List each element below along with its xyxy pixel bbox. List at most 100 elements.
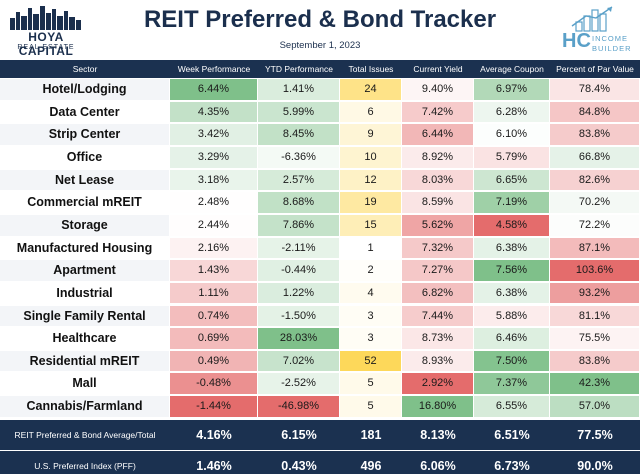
cell-sector: Manufactured Housing [0,237,170,259]
cell-average-coupon: 6.38% [474,282,550,304]
cell-current-yield: 16.80% [402,396,474,417]
cell-average-coupon: 6.55% [474,396,550,417]
cell-ytd-performance: 7.86% [258,214,340,236]
footer-row: U.S. Preferred Index (PFF) 1.46% 0.43% 496 6… [0,450,640,474]
cell-percent-of-par: 78.4% [550,79,640,100]
cell-ytd-performance: 1.22% [258,282,340,304]
footer-cell-sector: U.S. Preferred Index (PFF) [34,460,136,471]
cell-percent-of-par: 81.1% [550,305,640,327]
cell-week-performance: 3.29% [170,146,258,168]
footer-cell-total-issues: 496 [360,458,382,473]
cell-percent-of-par: 103.6% [550,260,640,281]
column-header-sector: Sector [72,64,98,74]
building-chart-icon [571,6,613,32]
cell-current-yield: 7.44% [402,305,474,327]
cell-ytd-performance: -1.50% [258,305,340,327]
cell-sector: Strip Center [0,124,170,145]
table-row: Healthcare 0.69% 28.03% 3 8.73% 6.46% 75.5% [0,327,640,350]
cell-current-yield: 8.59% [402,192,474,213]
cell-total-issues: 2 [340,260,402,281]
cell-percent-of-par: 72.2% [550,214,640,236]
cell-percent-of-par: 66.8% [550,146,640,168]
cell-total-issues: 3 [340,305,402,327]
footer-cell-ytd-performance: 6.15% [281,427,317,442]
hoya-capital-logo: HOYA CAPITAL REAL ESTATE [4,4,88,58]
table-header-row: Sector Week Performance YTD Performance Tot… [0,60,640,78]
cell-week-performance: 1.43% [170,260,258,281]
logo-left-sub: REAL ESTATE [17,44,75,51]
income-builder-logo: HC INCOME BUILDER [562,4,636,56]
logo-left-name: HOYA CAPITAL [18,30,74,58]
cell-sector: Mall [0,373,170,395]
footer-cell-percent-of-par: 77.5% [577,427,613,442]
cell-week-performance: 2.44% [170,214,258,236]
report-header: HOYA CAPITAL REAL ESTATE REIT Preferred … [0,0,640,60]
column-header-ytd-performance: YTD Performance [264,64,334,74]
table-row: Mall -0.48% -2.52% 5 2.92% 7.37% 42.3% [0,372,640,395]
cell-average-coupon: 7.37% [474,373,550,395]
table-row: Residential mREIT 0.49% 7.02% 52 8.93% 7.50% 8… [0,350,640,373]
cell-percent-of-par: 70.2% [550,192,640,213]
cell-week-performance: 6.44% [170,79,258,100]
cell-ytd-performance: -0.44% [258,260,340,281]
cell-week-performance: 2.48% [170,192,258,213]
cell-week-performance: 0.74% [170,305,258,327]
cell-week-performance: 0.69% [170,328,258,349]
column-header-week-performance: Week Performance [177,64,251,74]
table-row: Single Family Rental 0.74% -1.50% 3 7.44% 5.8… [0,305,640,328]
column-header-total-issues: Total Issues [348,64,394,74]
cell-total-issues: 24 [340,79,402,100]
table-row: Net Lease 3.18% 2.57% 12 8.03% 6.65% 82.6% [0,169,640,192]
cell-sector: Storage [0,214,170,236]
cell-sector: Residential mREIT [0,350,170,372]
table-row: Apartment 1.43% -0.44% 2 7.27% 7.56% 103.6% [0,259,640,282]
cell-average-coupon: 7.19% [474,192,550,213]
table-row: Hotel/Lodging 6.44% 1.41% 24 9.40% 6.97% 78.4% [0,78,640,101]
table-row: Industrial 1.11% 1.22% 4 6.82% 6.38% 93.2% [0,282,640,305]
column-header-current-yield: Current Yield [413,64,463,74]
table-row: Storage 2.44% 7.86% 15 5.62% 4.58% 72.2% [0,214,640,237]
cell-current-yield: 9.40% [402,79,474,100]
cell-average-coupon: 7.50% [474,350,550,372]
logo-right-mark: HC [562,30,591,52]
cell-current-yield: 7.32% [402,237,474,259]
cell-total-issues: 12 [340,169,402,191]
cell-ytd-performance: 1.41% [258,79,340,100]
table-row: Office 3.29% -6.36% 10 8.92% 5.79% 66.8% [0,146,640,169]
table-row: Data Center 4.35% 5.99% 6 7.42% 6.28% 84.8% [0,101,640,124]
cell-sector: Healthcare [0,328,170,349]
cell-sector: Office [0,146,170,168]
table-row: Strip Center 3.42% 8.45% 9 6.44% 6.10% 83.8% [0,123,640,146]
footer-row: REIT Preferred & Bond Average/Total 4.16%… [0,419,640,450]
page-title: REIT Preferred & Bond Tracker [143,6,497,33]
cell-percent-of-par: 83.8% [550,124,640,145]
table-row: Commercial mREIT 2.48% 8.68% 19 8.59% 7.19% 70… [0,191,640,214]
cell-percent-of-par: 84.8% [550,101,640,123]
cell-average-coupon: 5.88% [474,305,550,327]
footer-cell-average-coupon: 6.73% [494,458,530,473]
cell-total-issues: 52 [340,350,402,372]
cell-ytd-performance: 8.45% [258,124,340,145]
cell-current-yield: 2.92% [402,373,474,395]
cell-average-coupon: 7.56% [474,260,550,281]
footer-cell-week-performance: 4.16% [196,427,232,442]
cell-sector: Apartment [0,260,170,281]
logo-right-line1: INCOME [592,34,628,43]
cell-average-coupon: 6.28% [474,101,550,123]
cell-week-performance: -1.44% [170,396,258,417]
logo-right-line2: BUILDER [592,44,632,53]
cell-total-issues: 4 [340,282,402,304]
cell-percent-of-par: 82.6% [550,169,640,191]
cell-current-yield: 8.03% [402,169,474,191]
cell-current-yield: 6.44% [402,124,474,145]
cell-current-yield: 7.42% [402,101,474,123]
cell-ytd-performance: -2.11% [258,237,340,259]
cell-ytd-performance: -6.36% [258,146,340,168]
cell-average-coupon: 6.38% [474,237,550,259]
cell-sector: Hotel/Lodging [0,79,170,100]
cell-week-performance: 0.49% [170,350,258,372]
cell-total-issues: 10 [340,146,402,168]
cell-sector: Commercial mREIT [0,192,170,213]
cell-current-yield: 7.27% [402,260,474,281]
column-header-percent-of-par: Percent of Par Value [556,64,634,74]
